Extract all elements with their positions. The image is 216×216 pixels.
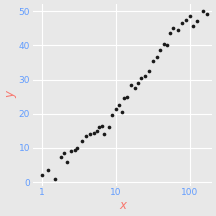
Point (143, 74, 147, 78)
Point (151, 59, 155, 62)
Point (136, 81, 140, 85)
Point (188, 14, 191, 18)
Point (133, 86, 136, 90)
X-axis label: x: x (119, 199, 126, 212)
Point (147, 69, 151, 73)
Point (114, 107, 118, 110)
Point (103, 133, 106, 136)
Point (122, 97, 126, 100)
Point (129, 83, 133, 86)
Point (159, 49, 162, 52)
Point (40, 174, 44, 177)
Point (125, 95, 128, 98)
Point (98, 126, 101, 129)
Point (176, 28, 180, 32)
Point (139, 76, 143, 79)
Point (111, 114, 114, 117)
Point (155, 56, 159, 59)
Point (85, 134, 88, 138)
Point (166, 44, 169, 47)
Point (70, 150, 73, 153)
Point (81, 139, 84, 143)
Y-axis label: y: y (4, 91, 17, 98)
Point (89, 133, 92, 136)
Point (76, 146, 79, 150)
Point (169, 32, 172, 35)
Point (181, 21, 184, 25)
Point (107, 126, 110, 129)
Point (66, 160, 69, 164)
Point (63, 151, 66, 155)
Point (73, 148, 77, 151)
Point (184, 18, 188, 21)
Point (46, 168, 50, 172)
Point (172, 26, 175, 30)
Point (205, 13, 208, 16)
Point (53, 177, 57, 181)
Point (191, 25, 194, 28)
Point (92, 131, 95, 134)
Point (195, 20, 199, 23)
Point (59, 155, 63, 158)
Point (95, 129, 98, 133)
Point (120, 110, 123, 114)
Point (100, 124, 104, 127)
Point (201, 9, 204, 13)
Point (117, 103, 121, 107)
Point (162, 42, 166, 45)
